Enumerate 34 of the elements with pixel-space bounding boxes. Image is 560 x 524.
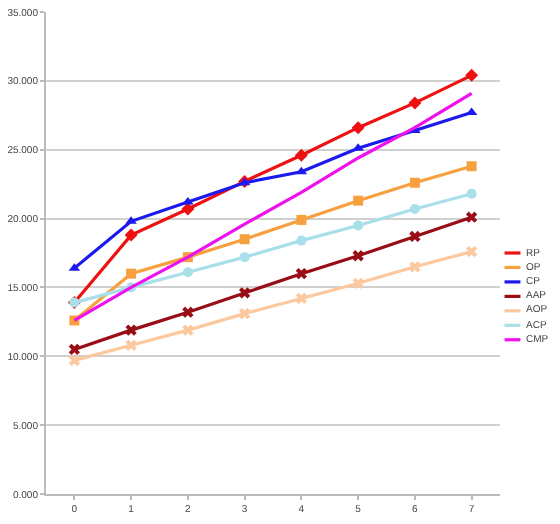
point bbox=[182, 267, 193, 278]
point bbox=[125, 324, 137, 336]
point bbox=[239, 234, 250, 245]
point bbox=[466, 188, 477, 199]
point bbox=[124, 228, 138, 242]
point bbox=[353, 195, 364, 206]
point bbox=[408, 96, 422, 110]
point bbox=[68, 354, 81, 367]
point bbox=[465, 68, 479, 82]
point bbox=[353, 220, 364, 231]
point bbox=[294, 148, 308, 162]
point bbox=[409, 261, 421, 273]
point bbox=[465, 211, 478, 223]
point bbox=[352, 250, 364, 262]
point bbox=[465, 245, 478, 258]
point bbox=[182, 324, 194, 336]
point bbox=[68, 343, 81, 356]
point bbox=[466, 161, 477, 172]
point bbox=[296, 235, 307, 246]
point bbox=[238, 287, 251, 299]
point bbox=[351, 121, 365, 135]
point bbox=[238, 307, 251, 320]
line-series bbox=[72, 91, 474, 323]
point bbox=[239, 252, 250, 263]
point bbox=[295, 292, 308, 305]
point bbox=[182, 306, 194, 318]
point bbox=[409, 203, 420, 214]
point bbox=[352, 277, 364, 289]
point bbox=[126, 268, 137, 279]
point bbox=[409, 230, 421, 243]
point bbox=[125, 339, 137, 351]
point bbox=[296, 214, 307, 225]
point bbox=[409, 177, 420, 188]
point bbox=[295, 268, 308, 280]
